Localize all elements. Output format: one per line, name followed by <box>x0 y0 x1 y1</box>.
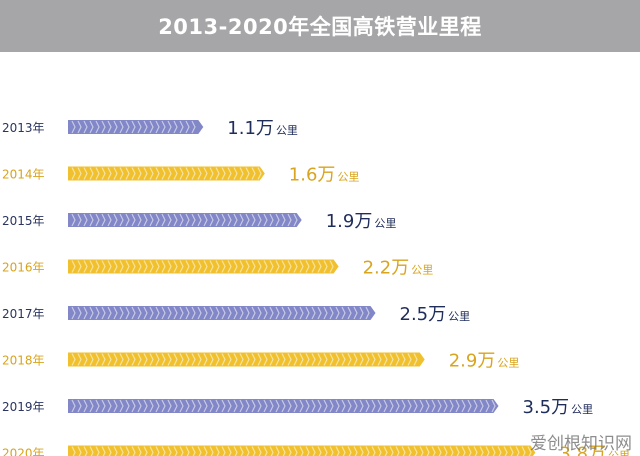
bar-stripes <box>71 167 262 180</box>
category-label: 2013年 <box>2 121 45 135</box>
watermark: 爱创根知识网 <box>530 434 632 454</box>
bar-stripes <box>71 306 370 320</box>
category-label: 2018年 <box>2 354 45 368</box>
bar <box>68 166 265 181</box>
bar-stripes <box>71 260 334 273</box>
chart-header: 2013-2020年全国高铁营业里程 <box>0 0 640 52</box>
value-label: 1.9万 公里 <box>326 211 397 232</box>
bar-stripes <box>71 120 196 134</box>
bar-stripes <box>71 213 298 227</box>
value-label: 1.1万 公里 <box>227 118 298 139</box>
category-label: 2015年 <box>2 214 45 228</box>
category-label: 2019年 <box>2 400 45 414</box>
category-label: 2014年 <box>2 168 45 182</box>
value-label: 2.2万 公里 <box>363 258 434 279</box>
value-label: 3.8万 公里 <box>559 444 630 456</box>
chart-title: 2013-2020年全国高铁营业里程 <box>158 15 482 39</box>
bar-stripes <box>71 399 496 413</box>
bar <box>68 213 302 227</box>
value-label: 2.9万 公里 <box>449 351 520 372</box>
value-label: 3.5万 公里 <box>523 397 594 418</box>
category-label: 2020年 <box>2 447 45 456</box>
bar-stripes <box>71 353 418 366</box>
category-label: 2017年 <box>2 307 45 321</box>
value-label: 1.6万 公里 <box>289 165 360 186</box>
value-label: 2.5万 公里 <box>400 304 471 325</box>
bar-stripes <box>71 446 532 456</box>
category-label: 2016年 <box>2 261 45 275</box>
